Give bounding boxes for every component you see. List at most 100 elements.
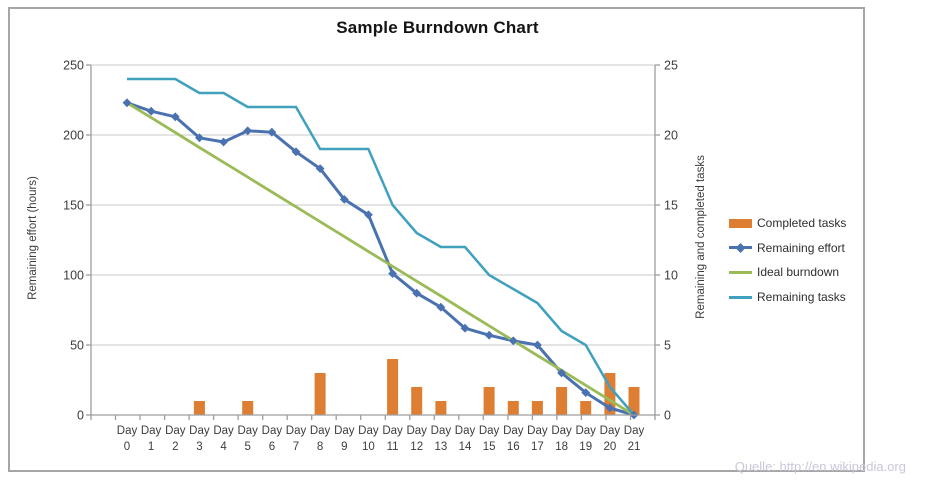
legend-label: Ideal burndown [757, 265, 840, 280]
x-tick-label: 20 [604, 441, 617, 453]
legend-item-ideal-burndown: Ideal burndown [729, 260, 846, 285]
x-tick-label: 16 [507, 441, 520, 453]
completed-tasks-bar [387, 359, 399, 415]
remaining-effort-marker-icon [508, 336, 518, 346]
remaining-effort-line [126, 101, 635, 417]
diamond-marker-icon [735, 242, 746, 253]
x-tick-label: Day [431, 425, 452, 437]
x-tick-label: 2 [172, 441, 178, 453]
completed-tasks-bar [580, 401, 592, 415]
x-tick-label: 18 [555, 441, 568, 453]
remaining-effort-marker-icon [122, 98, 132, 108]
remaining-effort-marker-icon [605, 403, 615, 413]
remaining-effort-marker-icon [436, 302, 446, 312]
x-tick-label: 6 [269, 441, 275, 453]
legend-item-remaining-tasks: Remaining tasks [729, 285, 846, 310]
remaining-effort-marker-icon [581, 388, 591, 397]
completed-tasks-bar [193, 401, 205, 415]
legend-item-remaining-effort: Remaining effort [729, 236, 846, 261]
y-tick-label-left: 0 [77, 409, 84, 423]
x-tick-label: Day [310, 425, 331, 437]
remaining-effort-marker-icon [315, 164, 325, 173]
left-axis-title: Remaining effort (hours) [27, 176, 39, 300]
completed-tasks-bar [483, 387, 495, 415]
remaining-effort-marker-icon [484, 330, 494, 340]
x-tick-label: 19 [579, 441, 592, 453]
legend-label: Completed tasks [757, 216, 847, 231]
y-tick-label-left: 50 [70, 339, 84, 353]
completed-tasks-bar [507, 401, 519, 415]
y-tick-label-left: 250 [63, 59, 84, 73]
chart-frame [8, 7, 865, 472]
x-tick-label: 14 [459, 441, 472, 453]
chart-title: Sample Burndown Chart [336, 18, 539, 37]
remaining-effort-marker-icon [146, 106, 156, 116]
source-note: Quelle: http://en.wikipedia.org [734, 459, 906, 474]
x-tick-label: Day [262, 425, 283, 437]
remaining-effort-marker-icon [291, 147, 301, 157]
x-tick-label: 13 [435, 441, 448, 453]
x-tick-label: Day [527, 425, 548, 437]
x-tick-label: 12 [410, 441, 423, 453]
x-tick-label: Day [358, 425, 379, 437]
legend-label: Remaining effort [757, 240, 845, 255]
completed-tasks-bar [531, 401, 543, 415]
y-tick-label-right: 20 [664, 129, 678, 143]
completed-tasks-swatch-icon [729, 218, 752, 228]
y-tick-label-left: 100 [63, 269, 84, 283]
x-tick-label: Day [141, 425, 162, 437]
remaining-effort-marker-icon [364, 210, 373, 220]
remaining-effort-marker-icon [339, 195, 349, 204]
x-tick-label: Day [575, 425, 596, 437]
x-tick-label: Day [237, 425, 258, 437]
remaining-effort-marker-icon [388, 269, 397, 278]
x-tick-label: 3 [196, 441, 202, 453]
completed-tasks-bar [411, 387, 423, 415]
y-tick-label-right: 10 [664, 269, 678, 283]
ideal-burndown-swatch-icon [729, 270, 752, 274]
x-tick-label: 11 [387, 441, 399, 453]
x-tick-label: 4 [220, 441, 227, 453]
remaining-effort-marker-icon [267, 127, 277, 137]
x-tick-label: Day [334, 425, 355, 437]
legend: Completed tasks Remaining effort Ideal b… [729, 211, 846, 309]
remaining-effort-swatch-icon [729, 242, 752, 253]
x-tick-label: 0 [124, 441, 130, 453]
x-tick-label: Day [286, 425, 307, 437]
remaining-effort-marker-icon [219, 137, 228, 147]
legend-label: Remaining tasks [757, 290, 846, 305]
remaining-effort-marker-icon [533, 340, 542, 350]
x-tick-label: Day [455, 425, 476, 437]
x-tick-label: Day [117, 425, 138, 437]
y-tick-label-right: 0 [664, 409, 671, 423]
x-tick-label: 7 [293, 441, 299, 453]
y-tick-label-right: 25 [664, 59, 678, 73]
x-tick-label: 9 [341, 441, 347, 453]
remaining-effort-marker-icon [243, 126, 253, 136]
remaining-effort-marker-icon [170, 112, 180, 122]
x-tick-label: 5 [244, 441, 250, 453]
y-tick-label-left: 200 [63, 129, 84, 143]
x-tick-label: Day [165, 425, 186, 437]
right-axis-title: Remaining and completed tasks [695, 155, 707, 319]
x-tick-label: Day [382, 425, 403, 437]
completed-tasks-bar [435, 401, 447, 415]
x-tick-label: Day [213, 425, 234, 437]
completed-tasks-bar [604, 373, 616, 415]
x-tick-label: 1 [148, 441, 154, 453]
x-tick-label: Day [479, 425, 500, 437]
y-tick-label-right: 5 [664, 339, 671, 353]
x-tick-label: 10 [362, 441, 375, 453]
legend-item-completed-tasks: Completed tasks [729, 211, 846, 236]
completed-tasks-bar [314, 373, 326, 415]
x-tick-label: 21 [628, 441, 641, 453]
completed-tasks-bar [242, 401, 254, 415]
x-tick-label: Day [600, 425, 621, 437]
x-tick-label: 17 [531, 441, 544, 453]
y-tick-label-right: 15 [664, 199, 678, 213]
remaining-effort-marker-icon [412, 288, 422, 298]
x-tick-label: Day [503, 425, 524, 437]
x-tick-label: Day [624, 425, 645, 437]
